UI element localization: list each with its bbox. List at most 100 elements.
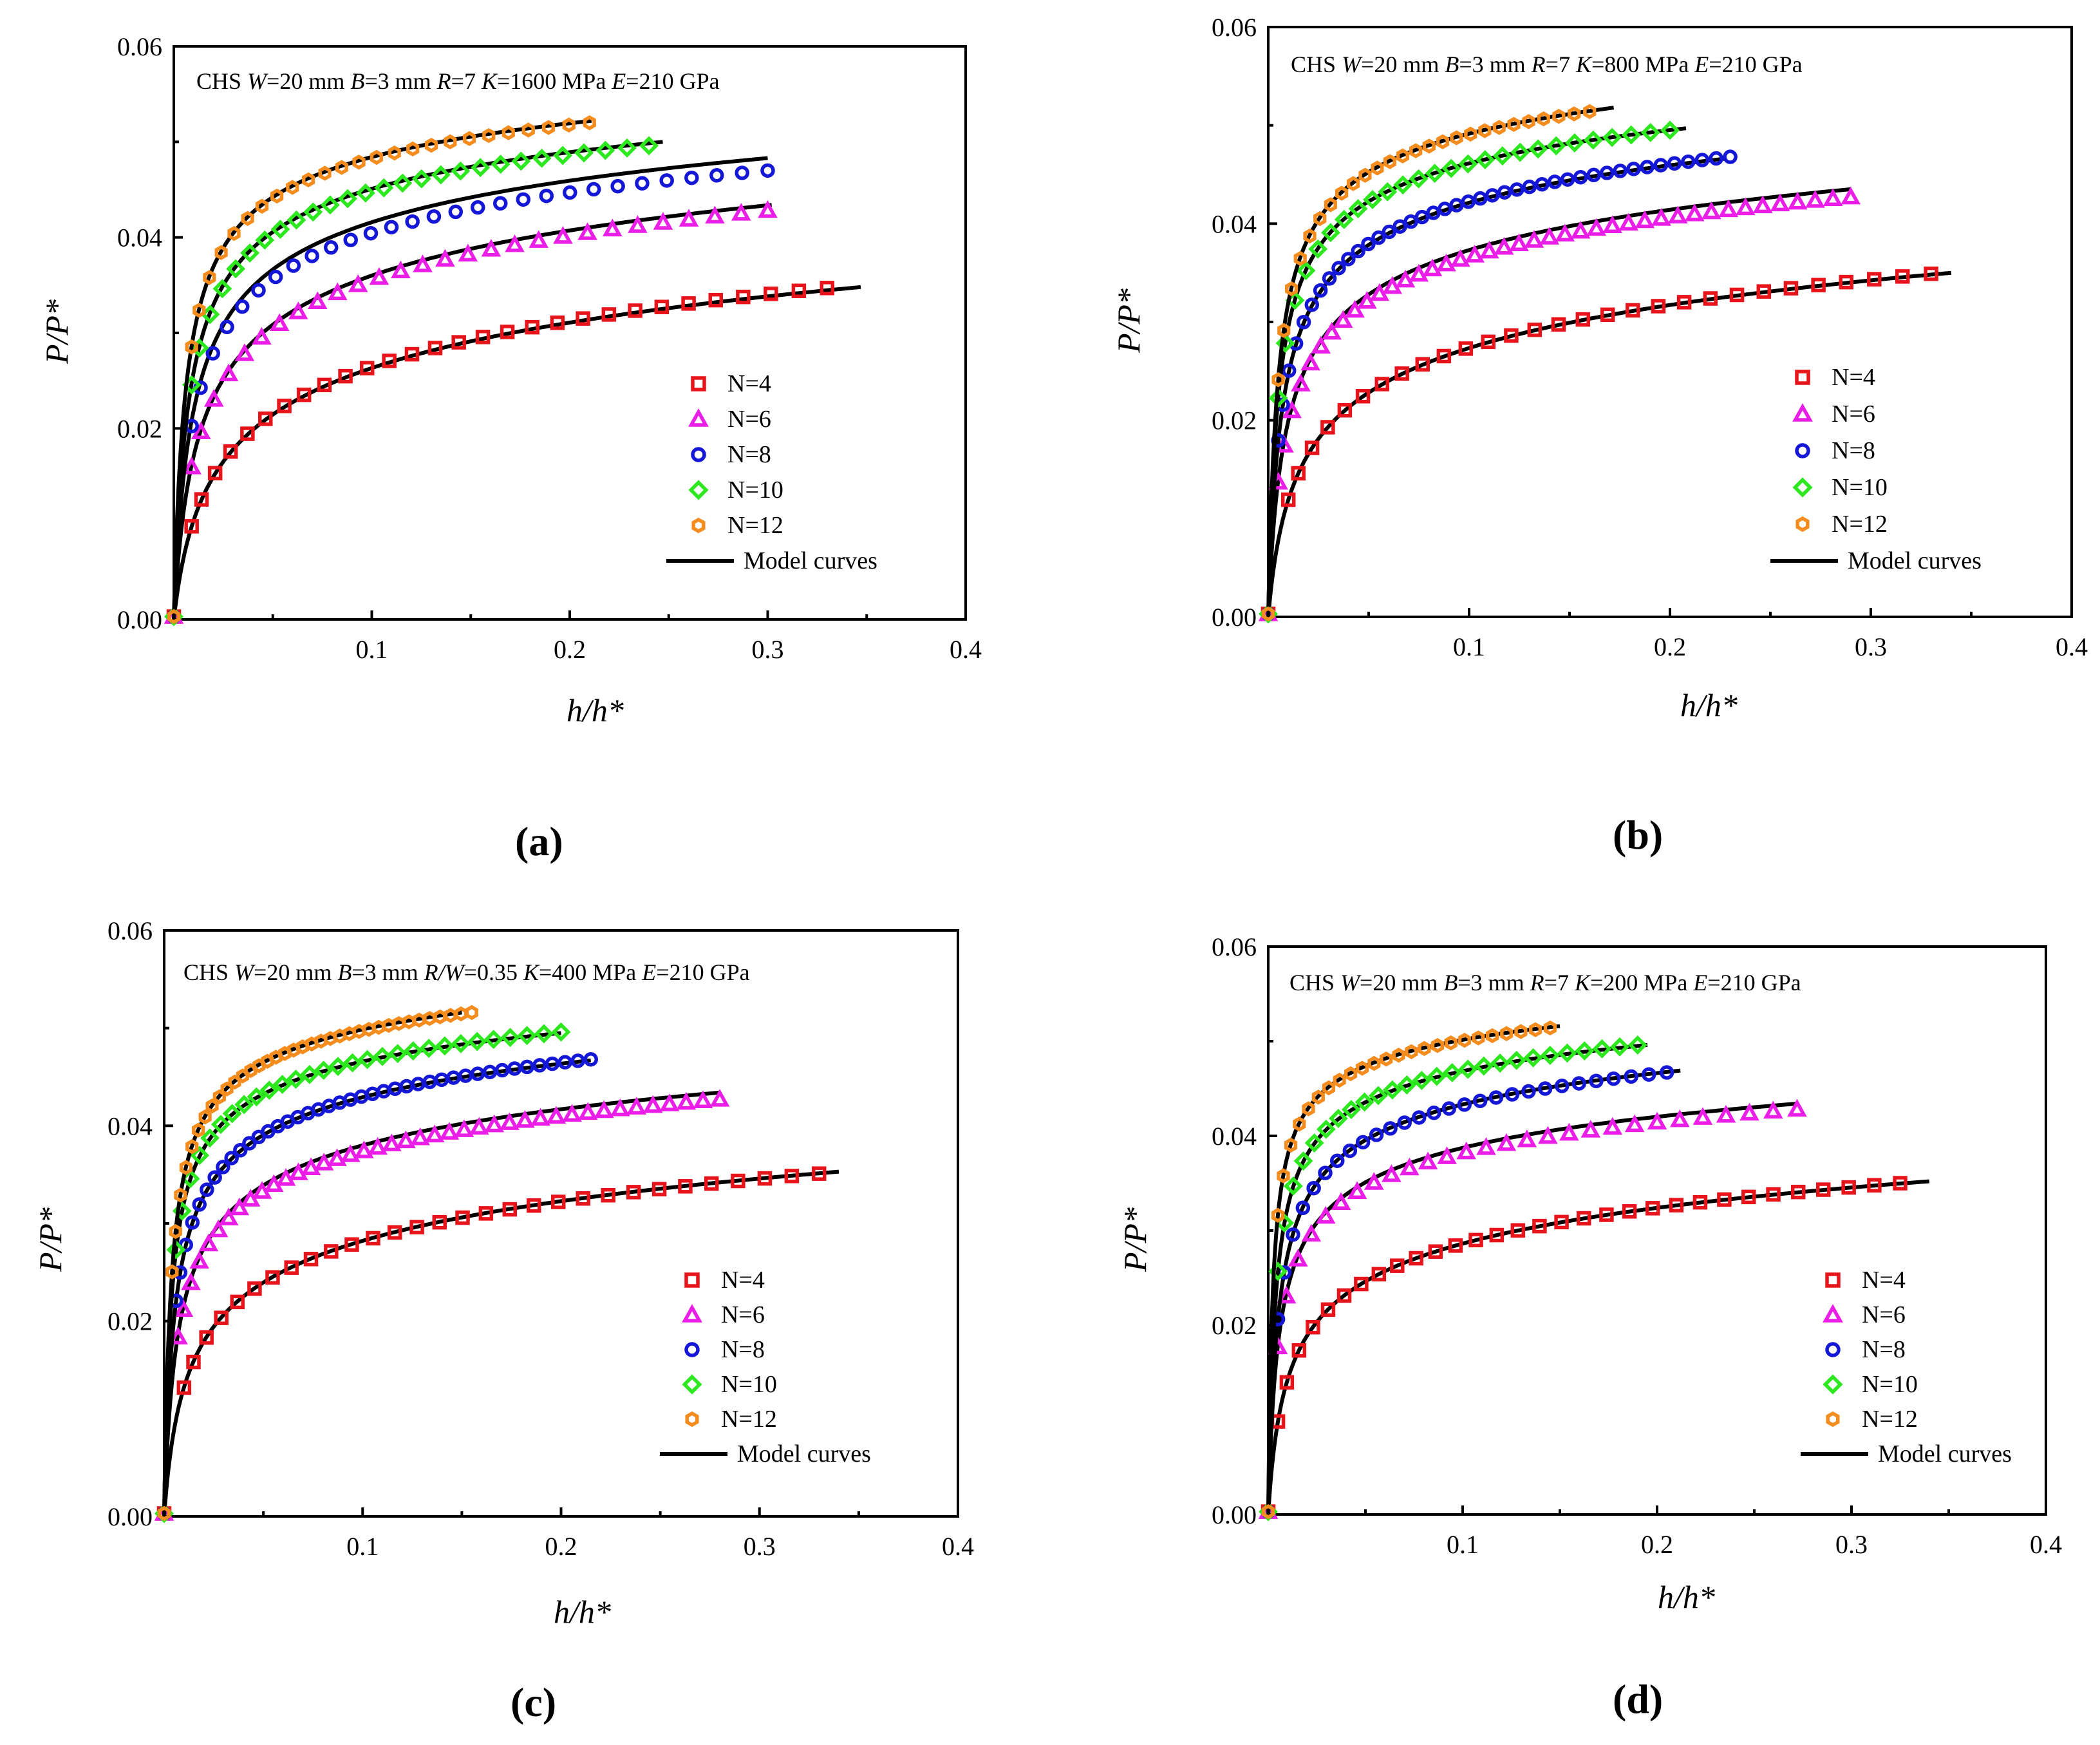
x-tick-label: 0.2 [554, 635, 586, 664]
data-point [191, 421, 211, 440]
data-point [406, 141, 420, 156]
data-point [335, 160, 348, 175]
data-point [1867, 1178, 1882, 1193]
data-point-origin [157, 1505, 171, 1522]
data-point [475, 330, 491, 344]
data-point [1532, 1218, 1547, 1234]
data-point [439, 1122, 460, 1140]
data-point [299, 1064, 319, 1084]
data-point [465, 1005, 478, 1021]
y-tick-label: 0.06 [1212, 13, 1257, 42]
data-point [208, 1219, 229, 1238]
data-point [270, 188, 284, 204]
data-point [1510, 182, 1524, 197]
data-point [1580, 1120, 1601, 1138]
data-point [324, 1244, 339, 1259]
legend-entry: N=6 [688, 406, 771, 433]
plot-frame [173, 45, 967, 621]
data-point [530, 1108, 550, 1126]
data-point [1621, 125, 1641, 145]
data-point [1583, 104, 1597, 119]
data-point [502, 125, 515, 140]
data-point [1324, 197, 1337, 212]
data-point [1528, 1022, 1542, 1037]
data-point [1500, 1026, 1514, 1041]
data-point [681, 296, 696, 311]
model-curve-N10 [1266, 1042, 1648, 1516]
legend-marker [685, 1411, 699, 1428]
data-point [462, 131, 476, 146]
data-point [500, 325, 515, 339]
data-point [1425, 164, 1445, 184]
data-point [1575, 1041, 1595, 1061]
data-point [562, 117, 576, 133]
legend-label: N=8 [727, 441, 771, 468]
data-point [1458, 1032, 1471, 1048]
data-point [628, 215, 648, 233]
data-point [181, 1272, 201, 1290]
panel-label: (d) [1613, 1676, 1663, 1722]
data-point [185, 339, 198, 355]
data-point [1509, 233, 1529, 251]
data-point [368, 1137, 388, 1155]
data-point [1709, 151, 1723, 166]
data-point [1291, 1343, 1307, 1358]
data-point [1303, 228, 1317, 244]
data-point [277, 399, 292, 413]
data-point [286, 1070, 306, 1089]
data-point [1729, 287, 1745, 303]
data-point [1368, 1086, 1388, 1106]
data-point [255, 230, 275, 250]
data-point [1382, 1164, 1402, 1182]
data-point [784, 1169, 800, 1184]
data-point [1450, 249, 1470, 267]
data-point [527, 1198, 541, 1213]
data-point [1464, 126, 1477, 142]
data-point [419, 1039, 439, 1059]
data-point [317, 377, 332, 393]
data-point [517, 1026, 537, 1046]
x-tick-label: 0.1 [356, 635, 388, 664]
data-point [1383, 1121, 1398, 1136]
data-point [481, 239, 502, 257]
data-point [1279, 1375, 1295, 1390]
data-point [1358, 167, 1372, 183]
data-point [1271, 372, 1285, 388]
x-axis-label: h/h* [1680, 687, 1738, 723]
legend-marker [684, 1272, 700, 1288]
data-point [1494, 236, 1514, 255]
data-point [1635, 210, 1655, 229]
data-point [1717, 1192, 1732, 1207]
model-curve-N6 [162, 1090, 720, 1518]
legend-marker [691, 517, 706, 534]
data-point [1383, 154, 1397, 169]
data-point [500, 1028, 520, 1048]
data-point [388, 1044, 408, 1064]
data-point [1367, 1055, 1381, 1071]
data-point [258, 411, 273, 426]
data-point [760, 163, 775, 178]
data-point [1573, 169, 1588, 185]
legend-label: N=8 [1832, 437, 1875, 464]
data-point [594, 1100, 614, 1118]
data-point [288, 1162, 308, 1180]
data-point [1790, 1184, 1806, 1200]
data-point [583, 1052, 598, 1067]
model-curve-N4 [172, 285, 861, 621]
legend-entry: N=8 [691, 441, 771, 468]
data-point [1552, 109, 1566, 124]
data-point [227, 225, 241, 241]
legend-label: N=4 [727, 370, 771, 397]
data-point [654, 299, 670, 315]
data-point [403, 1041, 423, 1061]
legend-label: N=6 [1832, 401, 1875, 428]
data-point [758, 200, 778, 218]
data-point [1320, 420, 1335, 435]
data-point [1476, 1137, 1496, 1155]
data-point [1669, 1198, 1684, 1212]
data-point [1472, 1093, 1488, 1108]
data-point [1481, 334, 1495, 350]
data-point [1613, 164, 1627, 178]
data-point [626, 1097, 647, 1115]
data-point [207, 466, 223, 481]
